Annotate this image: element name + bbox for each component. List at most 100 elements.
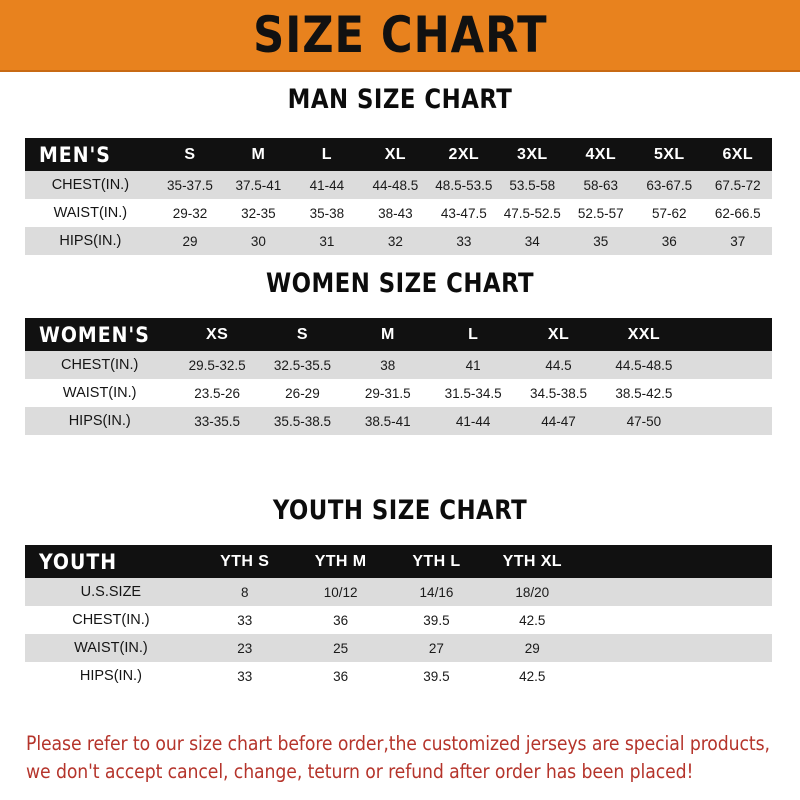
measurement-value: 42.5 [519,668,546,684]
size-column-header: 4XL [585,145,617,163]
measurement-value: 36 [333,668,349,684]
women-table-corner-label: WOMEN'S [39,322,150,347]
table-row: WAIST(IN.) 23 25 27 29 [25,634,772,662]
women-table-header: WOMEN'S XS S M L XL XXL [25,318,772,351]
table-row: HIPS(IN.) 29 30 31 32 33 34 35 36 37 [25,227,772,255]
measurement-value: 37 [730,233,746,249]
measurement-value: 35.5-38.5 [273,413,331,429]
measurement-value: 26-29 [285,385,320,401]
order-policy-note: Please refer to our size chart before or… [26,730,770,786]
measurement-value: 33 [237,612,253,628]
measurement-value: 8 [240,584,249,600]
size-column-header: M [251,145,266,163]
table-row: WAIST(IN.) 23.5-26 26-29 29-31.5 31.5-34.5 34… [25,379,772,407]
man-table-corner-label: MEN'S [39,142,111,167]
measurement-label: U.S.SIZE [80,584,142,600]
measurement-value: 44-47 [541,413,576,429]
measurement-value: 58-63 [583,177,619,193]
measurement-value: 43-47.5 [440,205,487,221]
table-header-row: MEN'S S M L XL 2XL 3XL 4XL 5XL 6XL [25,138,772,171]
measurement-value: 63-67.5 [646,177,693,193]
measurement-value: 25 [333,640,349,656]
measurement-value [687,407,772,435]
size-column-header: 6XL [722,145,753,163]
measurement-value: 34.5-38.5 [530,385,588,401]
size-column-header: XL [384,145,406,163]
measurement-value: 52.5-57 [577,205,624,221]
measurement-value [687,379,772,407]
table-header-filler [580,545,677,578]
size-column-header: S [184,145,196,163]
size-column-header: XL [547,325,570,343]
page-title: SIZE CHART [252,6,548,64]
measurement-value: 27 [428,640,444,656]
order-policy-line-1: Please refer to our size chart before or… [26,732,770,755]
measurement-value: 35 [593,233,609,249]
measurement-value: 44-48.5 [372,177,419,193]
measurement-value: 38-43 [378,205,413,221]
measurement-value: 39.5 [423,668,450,684]
order-policy-line-2: we don't accept cancel, change, teturn o… [26,760,694,783]
table-row: CHEST(IN.) 35-37.5 37.5-41 41-44 44-48.5 48.5… [25,171,772,199]
table-header-filler [676,545,772,578]
measurement-label: CHEST(IN.) [61,357,139,373]
table-header-filler [686,318,772,351]
man-section-title: MAN SIZE CHART [287,84,513,115]
measurement-value: 30 [250,233,266,249]
measurement-value: 39.5 [423,612,450,628]
measurement-value: 31.5-34.5 [444,385,502,401]
measurement-value: 38.5-41 [364,413,411,429]
measurement-value: 32.5-35.5 [273,357,331,373]
youth-table-header: YOUTH YTH S YTH M YTH L YTH XL [25,545,772,578]
size-column-header: L [468,325,479,343]
measurement-value: 47.5-52.5 [503,205,561,221]
size-column-header: YTH S [220,552,270,570]
size-column-header: XS [206,325,229,343]
measurement-value: 32 [387,233,403,249]
man-size-table: MEN'S S M L XL 2XL 3XL 4XL 5XL 6XL CHEST(IN.) 35-3… [25,138,772,255]
table-header-row: YOUTH YTH S YTH M YTH L YTH XL [25,545,772,578]
youth-table-corner-label: YOUTH [39,549,118,574]
measurement-label: HIPS(IN.) [68,413,131,429]
measurement-value: 36 [333,612,349,628]
measurement-value [676,606,772,634]
measurement-value: 35-37.5 [167,177,213,193]
measurement-value [676,634,772,662]
size-column-header: 5XL [653,145,685,163]
measurement-value: 23 [237,640,253,656]
measurement-value: 18/20 [515,584,550,600]
women-table-body: CHEST(IN.) 29.5-32.5 32.5-35.5 38 41 44.5 44.5… [25,351,772,435]
table-row: HIPS(IN.) 33-35.5 35.5-38.5 38.5-41 41-44 44-… [25,407,772,435]
size-column-header: YTH M [314,552,367,570]
table-row: U.S.SIZE 8 10/12 14/16 18/20 [25,578,772,606]
measurement-value: 37.5-41 [235,177,282,193]
measurement-value: 34 [524,233,540,249]
measurement-label: CHEST(IN.) [72,612,150,628]
measurement-value: 41-44 [309,177,345,193]
man-table-body: CHEST(IN.) 35-37.5 37.5-41 41-44 44-48.5 48.5… [25,171,772,255]
measurement-value: 62-66.5 [714,205,761,221]
youth-size-table: YOUTH YTH S YTH M YTH L YTH XL U.S.SIZE 8 10/1… [25,545,772,690]
table-header-row: WOMEN'S XS S M L XL XXL [25,318,772,351]
size-column-header: 2XL [448,145,480,163]
measurement-label: CHEST(IN.) [51,177,130,193]
women-section-title: WOMEN SIZE CHART [265,268,535,299]
measurement-value [580,634,676,662]
youth-table-body: U.S.SIZE 8 10/12 14/16 18/20 CHEST(IN.) 33 36 39… [25,578,772,690]
measurement-value: 33-35.5 [194,413,240,429]
measurement-value: 29.5-32.5 [188,357,246,373]
measurement-label: WAIST(IN.) [74,640,148,656]
measurement-value: 47-50 [626,413,662,429]
table-row: CHEST(IN.) 33 36 39.5 42.5 [25,606,772,634]
page-banner: SIZE CHART [0,0,800,72]
measurement-value: 42.5 [519,612,546,628]
measurement-value: 29-32 [172,205,208,221]
measurement-value: 38 [380,357,396,373]
measurement-value: 35-38 [309,205,345,221]
measurement-value: 29 [524,640,540,656]
table-row: CHEST(IN.) 29.5-32.5 32.5-35.5 38 41 44.5 44.5… [25,351,772,379]
size-column-header: L [321,145,332,163]
table-row: HIPS(IN.) 33 36 39.5 42.5 [25,662,772,690]
measurement-value: 57-62 [651,205,687,221]
measurement-value: 44.5-48.5 [615,357,673,373]
